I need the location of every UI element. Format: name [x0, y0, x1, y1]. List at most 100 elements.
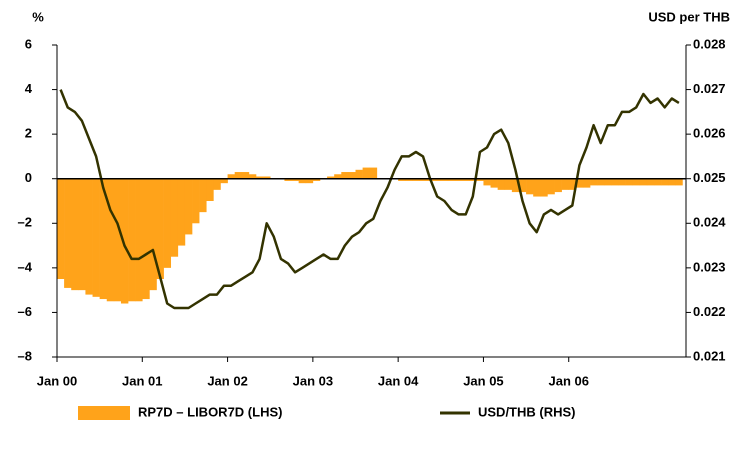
bar: [348, 172, 356, 179]
bar: [604, 178, 612, 186]
bar: [199, 178, 207, 213]
bar: [483, 178, 491, 186]
bar: [220, 178, 228, 184]
bar: [618, 178, 626, 186]
bar: [156, 178, 164, 279]
y-tick-label: –2: [18, 215, 32, 230]
bar: [590, 178, 598, 186]
x-tick-label: Jan 02: [207, 373, 247, 388]
y2-tick-label: 0.023: [693, 259, 726, 274]
bar: [568, 178, 577, 190]
bar: [334, 174, 342, 179]
bar: [128, 178, 136, 302]
bar: [78, 178, 86, 291]
bar: [497, 178, 506, 190]
bar: [597, 178, 605, 186]
bar: [312, 178, 321, 181]
bar: [298, 178, 307, 184]
bar: [227, 174, 235, 179]
bar: [462, 178, 470, 181]
bar: [85, 178, 93, 295]
bar: [256, 176, 264, 179]
y-tick-label: 0: [25, 170, 32, 185]
x-tick-label: Jan 05: [463, 373, 503, 388]
bar: [661, 178, 669, 186]
bar: [71, 178, 79, 291]
bar: [526, 178, 534, 195]
bar: [398, 178, 406, 181]
bar: [575, 178, 584, 188]
y2-tick-label: 0.026: [693, 126, 726, 141]
legend-label: RP7D – LIBOR7D (LHS): [138, 404, 282, 419]
y-tick-label: –4: [18, 259, 33, 274]
y2-tick-label: 0.025: [693, 170, 726, 185]
bar: [206, 178, 214, 201]
y2-tick-label: 0.022: [693, 304, 726, 319]
bar: [241, 172, 250, 179]
bar: [64, 178, 72, 288]
bar: [405, 178, 413, 181]
x-tick-label: Jan 00: [37, 373, 77, 388]
bar: [625, 178, 633, 186]
bar: [234, 172, 243, 179]
bar: [284, 178, 292, 181]
bar: [440, 178, 449, 181]
bar: [654, 178, 662, 186]
bar: [341, 172, 349, 179]
bar: [355, 169, 363, 179]
bar: [184, 178, 193, 235]
bar: [582, 178, 591, 188]
line: [59, 89, 680, 310]
bar: [213, 178, 221, 190]
bar: [192, 178, 200, 224]
bar: [490, 178, 498, 188]
bar: [447, 178, 456, 181]
bar: [120, 178, 129, 304]
bar: [113, 178, 122, 302]
bar: [163, 178, 172, 268]
y2-axis-label: USD per THB: [648, 9, 730, 24]
bar: [327, 176, 335, 179]
bar: [177, 178, 186, 246]
y-tick-label: 4: [25, 81, 33, 96]
bar: [675, 178, 683, 186]
y-tick-label: 2: [25, 126, 32, 141]
bar: [540, 178, 548, 197]
bar: [362, 167, 371, 179]
bar: [99, 178, 108, 300]
bar: [248, 174, 257, 179]
bar: [455, 178, 463, 181]
y2-tick-label: 0.028: [693, 36, 726, 51]
x-tick-label: Jan 06: [548, 373, 588, 388]
bar: [668, 178, 676, 186]
x-tick-label: Jan 03: [293, 373, 333, 388]
bar: [554, 178, 562, 193]
bar: [263, 176, 271, 179]
bar: [92, 178, 100, 297]
bar: [639, 178, 648, 186]
bar: [57, 178, 65, 279]
x-tick-label: Jan 04: [378, 373, 419, 388]
bar: [106, 178, 115, 302]
bar: [561, 178, 570, 190]
bar: [142, 178, 150, 300]
bar: [611, 178, 619, 186]
bar: [511, 178, 520, 193]
bar: [476, 178, 484, 181]
bar: [291, 178, 299, 181]
bar: [369, 167, 378, 179]
bar: [646, 178, 655, 186]
x-tick-label: Jan 01: [122, 373, 162, 388]
y-tick-label: –6: [18, 304, 32, 319]
bar: [518, 178, 527, 193]
bar: [419, 178, 427, 181]
y-axis-label: %: [32, 9, 44, 24]
bar: [149, 178, 157, 291]
bar: [547, 178, 555, 195]
bar: [305, 178, 314, 184]
bar: [135, 178, 143, 302]
bar: [504, 178, 513, 190]
bar: [433, 178, 442, 181]
y2-tick-label: 0.021: [693, 348, 726, 363]
